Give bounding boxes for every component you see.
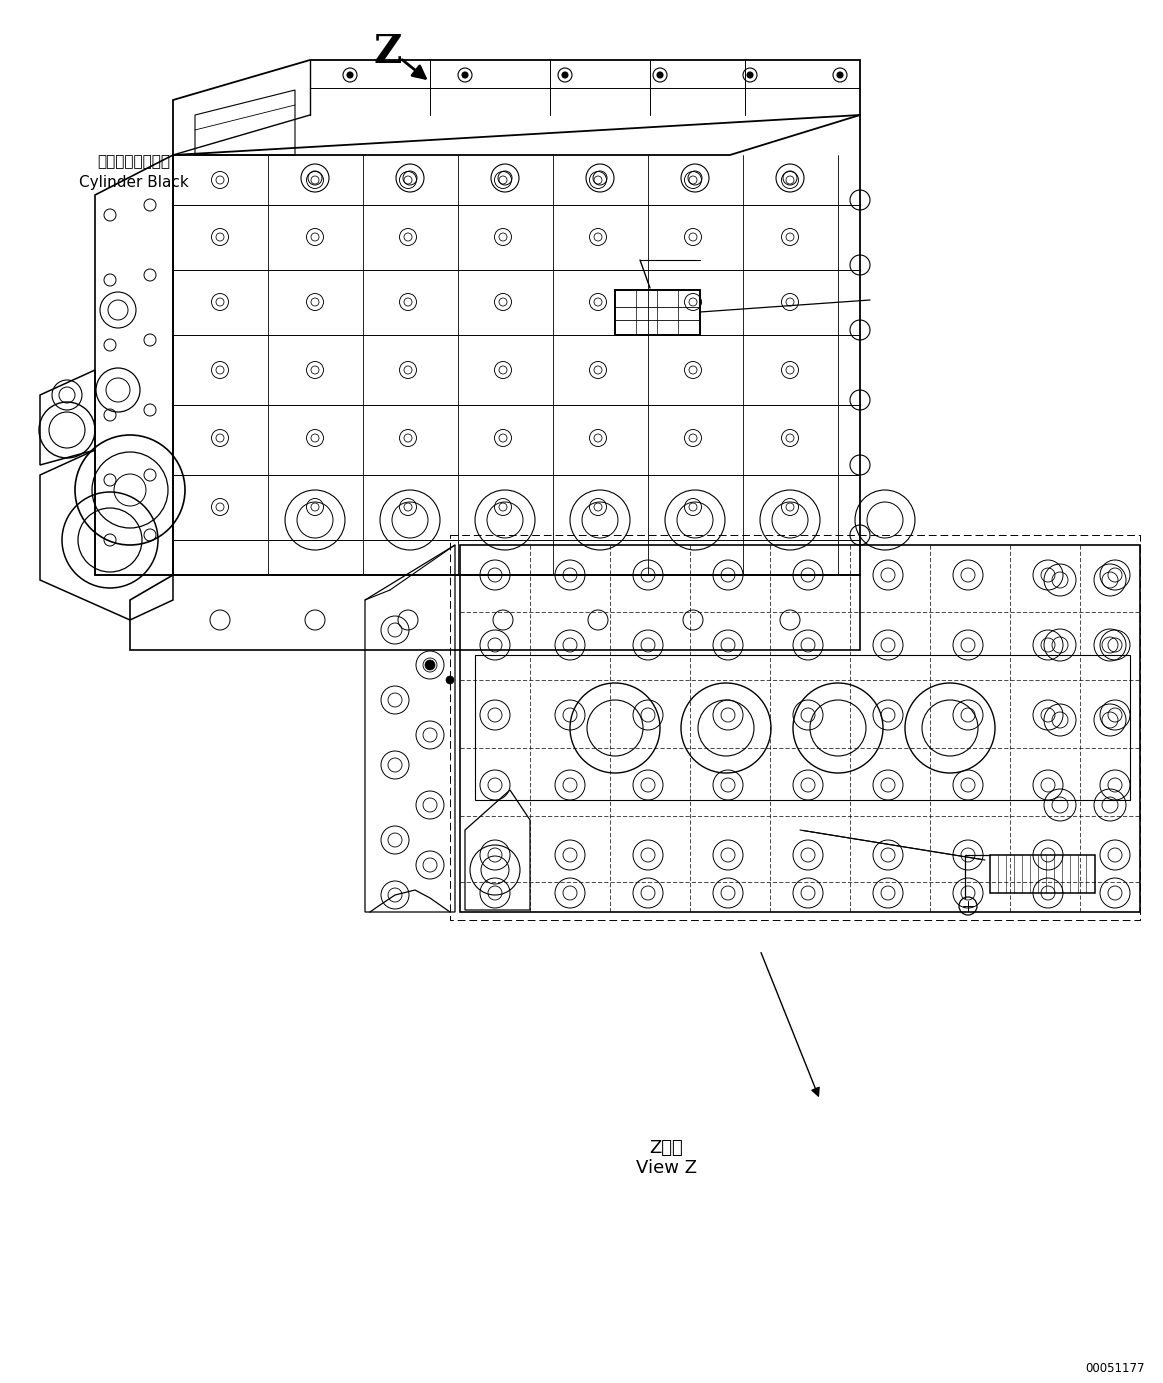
Text: Cylinder Black: Cylinder Black xyxy=(79,174,188,189)
Text: 00051177: 00051177 xyxy=(1085,1361,1146,1375)
Text: シリンダブロック: シリンダブロック xyxy=(98,155,171,170)
Circle shape xyxy=(562,72,568,77)
Circle shape xyxy=(424,660,435,669)
Circle shape xyxy=(837,72,843,77)
Circle shape xyxy=(445,676,454,685)
Circle shape xyxy=(657,72,663,77)
Circle shape xyxy=(347,72,354,77)
Circle shape xyxy=(462,72,468,77)
Text: View Z: View Z xyxy=(635,1159,697,1177)
Circle shape xyxy=(747,72,752,77)
Text: Z: Z xyxy=(373,33,402,71)
Text: Z　視: Z 視 xyxy=(649,1140,683,1158)
